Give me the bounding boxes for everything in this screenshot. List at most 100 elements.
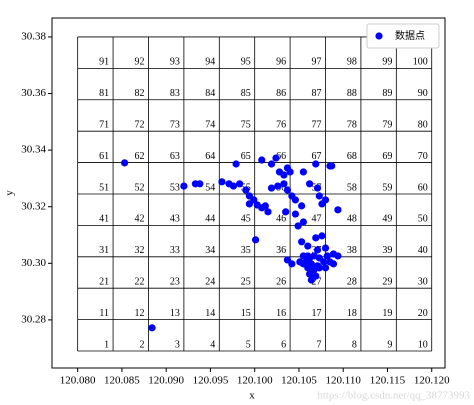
- point: [313, 184, 322, 192]
- point: [196, 180, 204, 188]
- cell-label: 70: [418, 151, 428, 162]
- cell-label: 71: [99, 119, 109, 130]
- cell-label: 66: [276, 151, 286, 162]
- point: [261, 202, 269, 210]
- cell-label: 41: [99, 214, 109, 225]
- point: [296, 258, 304, 266]
- cell-label: 79: [382, 119, 392, 130]
- point: [236, 180, 244, 188]
- y-tick-label: 30.36: [21, 87, 46, 99]
- cell-label: 88: [347, 88, 357, 99]
- cell-label: 99: [382, 57, 392, 68]
- cell-label: 82: [134, 88, 144, 99]
- cell-label: 30: [418, 277, 428, 288]
- cell-label: 80: [418, 119, 428, 130]
- cell-label: 100: [413, 57, 428, 68]
- x-axis-label: x: [249, 390, 255, 402]
- cell-label: 32: [134, 245, 144, 256]
- point: [307, 276, 315, 284]
- cell-label: 53: [170, 182, 180, 193]
- cell-label: 38: [347, 245, 357, 256]
- x-tick-label: 120.085: [104, 375, 140, 387]
- point: [282, 208, 290, 216]
- cell-label: 67: [312, 151, 322, 162]
- point: [313, 246, 322, 254]
- point: [242, 186, 250, 194]
- point: [291, 210, 300, 218]
- point: [326, 162, 334, 170]
- cell-label: 51: [99, 182, 109, 193]
- cell-label: 81: [99, 88, 109, 99]
- point: [334, 206, 342, 214]
- x-tick-label: 120.090: [148, 375, 184, 387]
- cell-label: 78: [347, 119, 357, 130]
- point: [323, 252, 331, 260]
- cell-label: 92: [134, 57, 144, 68]
- cell-label: 87: [312, 88, 322, 99]
- cell-label: 54: [205, 182, 215, 193]
- legend-label: 数据点: [395, 29, 425, 42]
- cell-label: 77: [312, 119, 322, 130]
- cell-label: 15: [241, 308, 251, 319]
- cell-label: 95: [241, 57, 251, 68]
- axes-frame: [51, 17, 446, 369]
- cell-label: 28: [347, 277, 357, 288]
- cell-label: 21: [99, 277, 109, 288]
- cell-label: 68: [347, 151, 357, 162]
- cell-label: 17: [312, 308, 322, 319]
- cell-label: 2: [139, 339, 144, 350]
- cell-label: 9: [387, 339, 392, 350]
- cell-label: 86: [276, 88, 286, 99]
- cell-label: 50: [418, 214, 428, 225]
- cell-label: 5: [246, 339, 251, 350]
- point: [299, 218, 307, 226]
- cell-label: 35: [241, 245, 251, 256]
- cell-label: 11: [99, 308, 109, 319]
- x-tick-label: 120.105: [281, 375, 317, 387]
- point: [294, 222, 302, 230]
- point: [274, 182, 282, 190]
- cell-label: 97: [312, 57, 322, 68]
- cell-label: 64: [205, 151, 215, 162]
- point: [304, 252, 312, 260]
- cell-label: 93: [170, 57, 180, 68]
- point: [298, 202, 306, 210]
- cell-label: 8: [352, 339, 357, 350]
- legend-box: [366, 23, 440, 49]
- point: [272, 154, 280, 162]
- x-tick-label: 120.110: [326, 375, 362, 387]
- cell-label: 25: [241, 277, 251, 288]
- cell-label: 36: [276, 245, 286, 256]
- cell-label: 46: [276, 214, 286, 225]
- point: [280, 180, 288, 188]
- cell-label: 45: [241, 214, 251, 225]
- cell-label: 44: [205, 214, 215, 225]
- cell-label: 49: [382, 214, 392, 225]
- point: [120, 159, 129, 167]
- cell-label: 65: [241, 151, 251, 162]
- cell-label: 63: [170, 151, 180, 162]
- cell-label: 62: [134, 151, 144, 162]
- cell-label: 10: [418, 339, 428, 350]
- point: [283, 186, 292, 194]
- cell-label: 1: [104, 339, 109, 350]
- cell-label: 98: [347, 57, 357, 68]
- point: [315, 264, 323, 272]
- cell-label: 14: [205, 308, 215, 319]
- point: [329, 260, 338, 268]
- y-tick-label: 30.30: [21, 257, 46, 269]
- cell-label: 85: [241, 88, 251, 99]
- cell-label: 24: [205, 277, 215, 288]
- y-tick-label: 30.28: [21, 313, 46, 325]
- cell-label: 31: [99, 245, 109, 256]
- point: [229, 182, 238, 190]
- cell-label: 43: [170, 214, 180, 225]
- x-tick-label: 120.120: [414, 375, 450, 387]
- point: [218, 178, 226, 186]
- watermark: https://blog.csdn.net/qq_38773993: [317, 390, 470, 402]
- cell-label: 13: [170, 308, 180, 319]
- point: [315, 192, 323, 200]
- cell-label: 6: [281, 339, 286, 350]
- point: [180, 182, 188, 190]
